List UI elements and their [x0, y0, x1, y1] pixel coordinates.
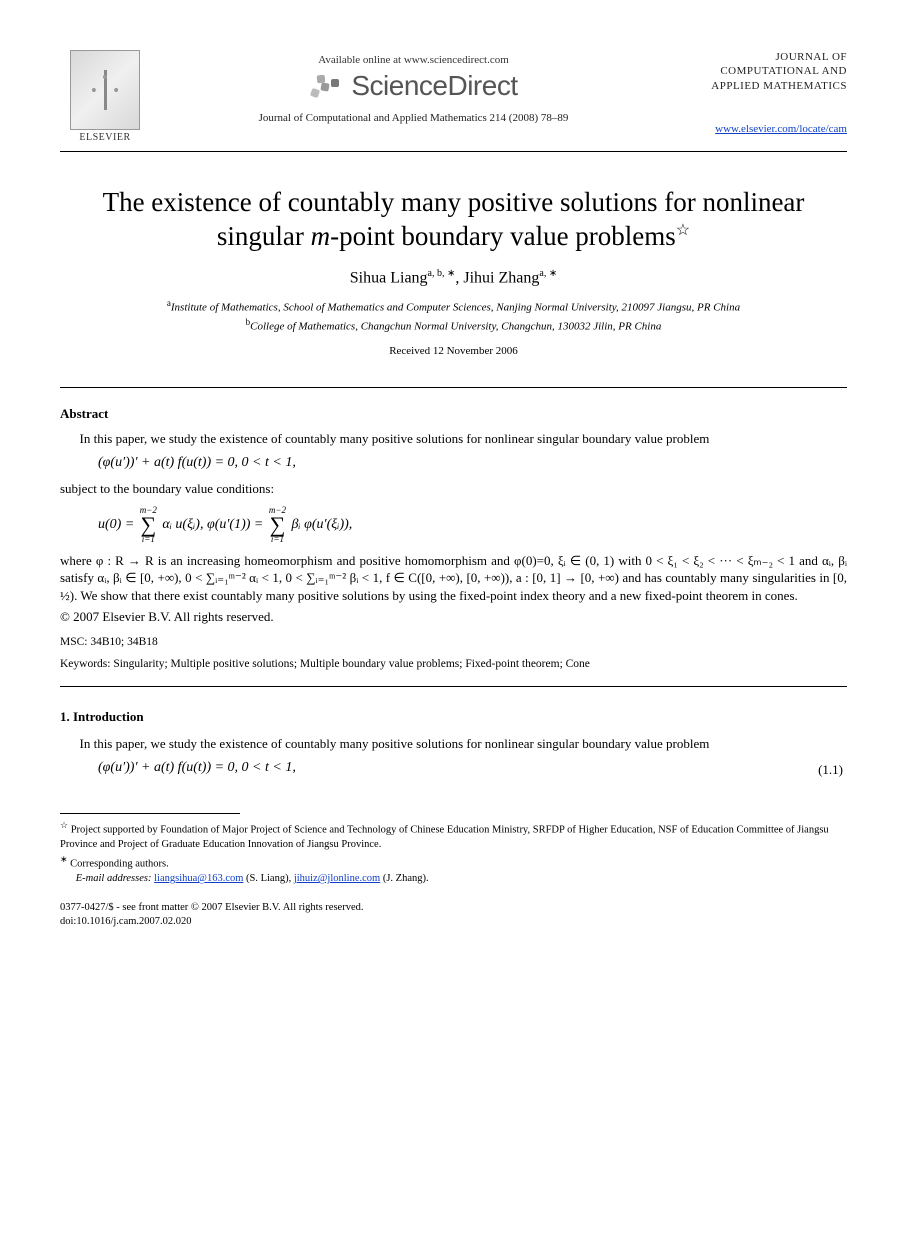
available-online-text: Available online at www.sciencedirect.co…	[150, 54, 677, 66]
abstract-p3: where φ : R → R is an increasing homeomo…	[60, 552, 847, 605]
affiliations: aInstitute of Mathematics, School of Mat…	[60, 297, 847, 335]
journal-url-link[interactable]: www.elsevier.com/locate/cam	[715, 123, 847, 135]
journal-name-l2: COMPUTATIONAL AND	[720, 65, 847, 77]
right-header: JOURNAL OF COMPUTATIONAL AND APPLIED MAT…	[677, 50, 847, 135]
journal-reference: Journal of Computational and Applied Mat…	[150, 112, 677, 124]
journal-name-l3: APPLIED MATHEMATICS	[711, 80, 847, 92]
abstract-top-rule	[60, 387, 847, 388]
doi-line: doi:10.1016/j.cam.2007.02.020	[60, 915, 847, 929]
abstract-heading: Abstract	[60, 406, 847, 422]
page-header: ELSEVIER Available online at www.science…	[60, 50, 847, 143]
affiliation-a: Institute of Mathematics, School of Math…	[171, 301, 740, 313]
title-m-italic: m	[311, 221, 331, 251]
eq2-mid: αᵢ u(ξᵢ), φ(u′(1)) =	[159, 517, 267, 532]
journal-link: www.elsevier.com/locate/cam	[677, 123, 847, 135]
abstract-bottom-rule	[60, 686, 847, 687]
footnote-corresponding-text: Corresponding authors.	[70, 859, 169, 870]
msc-label: MSC:	[60, 636, 88, 648]
abstract-eq2: u(0) = m−2∑i=1 αᵢ u(ξᵢ), φ(u′(1)) = m−2∑…	[98, 506, 847, 544]
email-2-who: (J. Zhang).	[380, 873, 428, 884]
front-matter-footer: 0377-0427/$ - see front matter © 2007 El…	[60, 901, 847, 929]
author-1-affil-marks: a, b, ∗	[428, 268, 456, 279]
keywords-line: Keywords: Singularity; Multiple positive…	[60, 658, 847, 670]
journal-name: JOURNAL OF COMPUTATIONAL AND APPLIED MAT…	[677, 50, 847, 93]
received-date: Received 12 November 2006	[60, 345, 847, 357]
footnote-emails: E-mail addresses: liangsihua@163.com (S.…	[60, 872, 847, 887]
section-1-heading: 1. Introduction	[60, 709, 847, 725]
abstract-copyright: © 2007 Elsevier B.V. All rights reserved…	[60, 608, 847, 626]
title-funding-star-icon: ☆	[676, 222, 690, 239]
sum-symbol-1: m−2∑i=1	[140, 506, 157, 544]
publisher-label: ELSEVIER	[60, 132, 150, 143]
author-2-affil-marks: a, ∗	[539, 268, 557, 279]
journal-name-l1: JOURNAL OF	[775, 51, 847, 63]
email-2-link[interactable]: jihuiz@jlonline.com	[294, 873, 380, 884]
elsevier-tree-icon	[70, 50, 140, 130]
article-title: The existence of countably many positive…	[90, 186, 817, 254]
author-1-name: Sihua Liang	[350, 269, 428, 286]
footnote-funding: ☆ Project supported by Foundation of Maj…	[60, 819, 847, 853]
footnotes-rule	[60, 813, 240, 814]
footnote-funding-text: Project supported by Foundation of Major…	[60, 825, 829, 851]
email-label: E-mail addresses:	[76, 873, 154, 884]
article-page: ELSEVIER Available online at www.science…	[0, 0, 907, 969]
center-header: Available online at www.sciencedirect.co…	[150, 50, 677, 124]
msc-line: MSC: 34B10; 34B18	[60, 636, 847, 648]
affiliation-b: College of Mathematics, Changchun Normal…	[250, 321, 661, 333]
header-rule	[60, 151, 847, 152]
eq2-left: u(0) =	[98, 517, 138, 532]
footnote-asterisk-icon: ∗	[60, 854, 68, 864]
sciencedirect-wordmark: ScienceDirect	[351, 70, 517, 102]
abstract-p2: subject to the boundary value conditions…	[60, 480, 847, 498]
author-2-name: Jihui Zhang	[463, 269, 539, 286]
sum-symbol-2: m−2∑i=1	[269, 506, 286, 544]
intro-eq1-num: (1.1)	[818, 752, 847, 778]
footnote-star-icon: ☆	[60, 820, 68, 830]
title-line1: The existence of countably many positive…	[103, 187, 805, 217]
keywords-value: Singularity; Multiple positive solutions…	[110, 658, 589, 670]
footnote-corresponding: ∗ Corresponding authors.	[60, 853, 847, 872]
issn-line: 0377-0427/$ - see front matter © 2007 El…	[60, 901, 847, 915]
intro-eq1: (φ(u′))′ + a(t) f(u(t)) = 0, 0 < t < 1,	[98, 760, 296, 777]
email-1-who: (S. Liang),	[243, 873, 293, 884]
abstract-p1: In this paper, we study the existence of…	[60, 430, 847, 448]
abstract-eq1: (φ(u′))′ + a(t) f(u(t)) = 0, 0 < t < 1,	[98, 455, 847, 472]
title-line2-post: -point boundary value problems	[330, 221, 676, 251]
sciencedirect-logo: ScienceDirect	[309, 70, 517, 102]
msc-value: 34B10; 34B18	[88, 636, 158, 648]
sciencedirect-swoosh-icon	[309, 71, 345, 101]
eq2-right: βᵢ φ(u′(ξᵢ)),	[288, 517, 352, 532]
publisher-logo-block: ELSEVIER	[60, 50, 150, 143]
footnotes: ☆ Project supported by Foundation of Maj…	[60, 813, 847, 887]
email-1-link[interactable]: liangsihua@163.com	[154, 873, 243, 884]
keywords-label: Keywords:	[60, 658, 110, 670]
intro-eq-row: (φ(u′))′ + a(t) f(u(t)) = 0, 0 < t < 1, …	[60, 752, 847, 785]
title-line2-pre: singular	[217, 221, 311, 251]
intro-p1: In this paper, we study the existence of…	[60, 735, 847, 753]
authors-line: Sihua Lianga, b, ∗, Jihui Zhanga, ∗	[60, 268, 847, 287]
